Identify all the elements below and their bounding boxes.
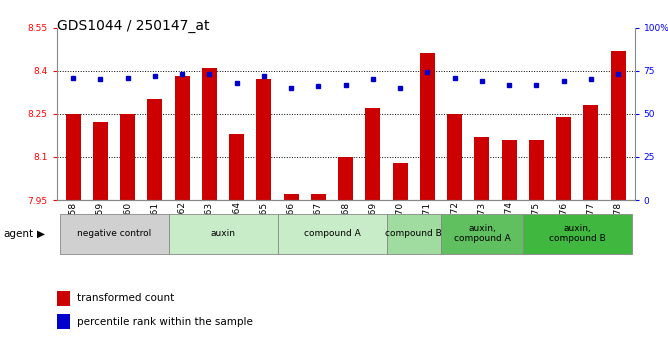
Bar: [257, 79, 271, 200]
Bar: [174, 77, 190, 200]
Text: percentile rank within the sample: percentile rank within the sample: [77, 317, 253, 327]
Bar: [447, 114, 462, 200]
Bar: [387, 214, 441, 254]
Text: auxin,
compound A: auxin, compound A: [454, 224, 510, 244]
Bar: [311, 194, 326, 200]
Bar: [59, 214, 168, 254]
Bar: [529, 140, 544, 200]
Bar: [229, 134, 244, 200]
Bar: [441, 214, 523, 254]
Bar: [338, 157, 353, 200]
Bar: [502, 140, 517, 200]
Text: agent: agent: [3, 229, 33, 239]
Bar: [65, 114, 81, 200]
Bar: [420, 53, 435, 200]
Bar: [523, 214, 632, 254]
Bar: [393, 163, 407, 200]
Bar: [365, 108, 381, 200]
Bar: [120, 114, 135, 200]
Bar: [168, 214, 277, 254]
Bar: [556, 117, 571, 200]
Text: auxin: auxin: [210, 229, 236, 238]
Bar: [277, 214, 387, 254]
Bar: [148, 99, 162, 200]
Text: auxin,
compound B: auxin, compound B: [549, 224, 606, 244]
Bar: [93, 122, 108, 200]
Bar: [474, 137, 490, 200]
Text: compound B: compound B: [385, 229, 442, 238]
Bar: [57, 290, 70, 306]
Text: negative control: negative control: [77, 229, 151, 238]
Bar: [284, 194, 299, 200]
Bar: [611, 51, 626, 200]
Bar: [583, 105, 599, 200]
Text: GDS1044 / 250147_at: GDS1044 / 250147_at: [57, 19, 209, 33]
Text: transformed count: transformed count: [77, 294, 174, 303]
Bar: [57, 314, 70, 329]
Text: compound A: compound A: [304, 229, 361, 238]
Bar: [202, 68, 217, 200]
Text: ▶: ▶: [37, 229, 45, 239]
